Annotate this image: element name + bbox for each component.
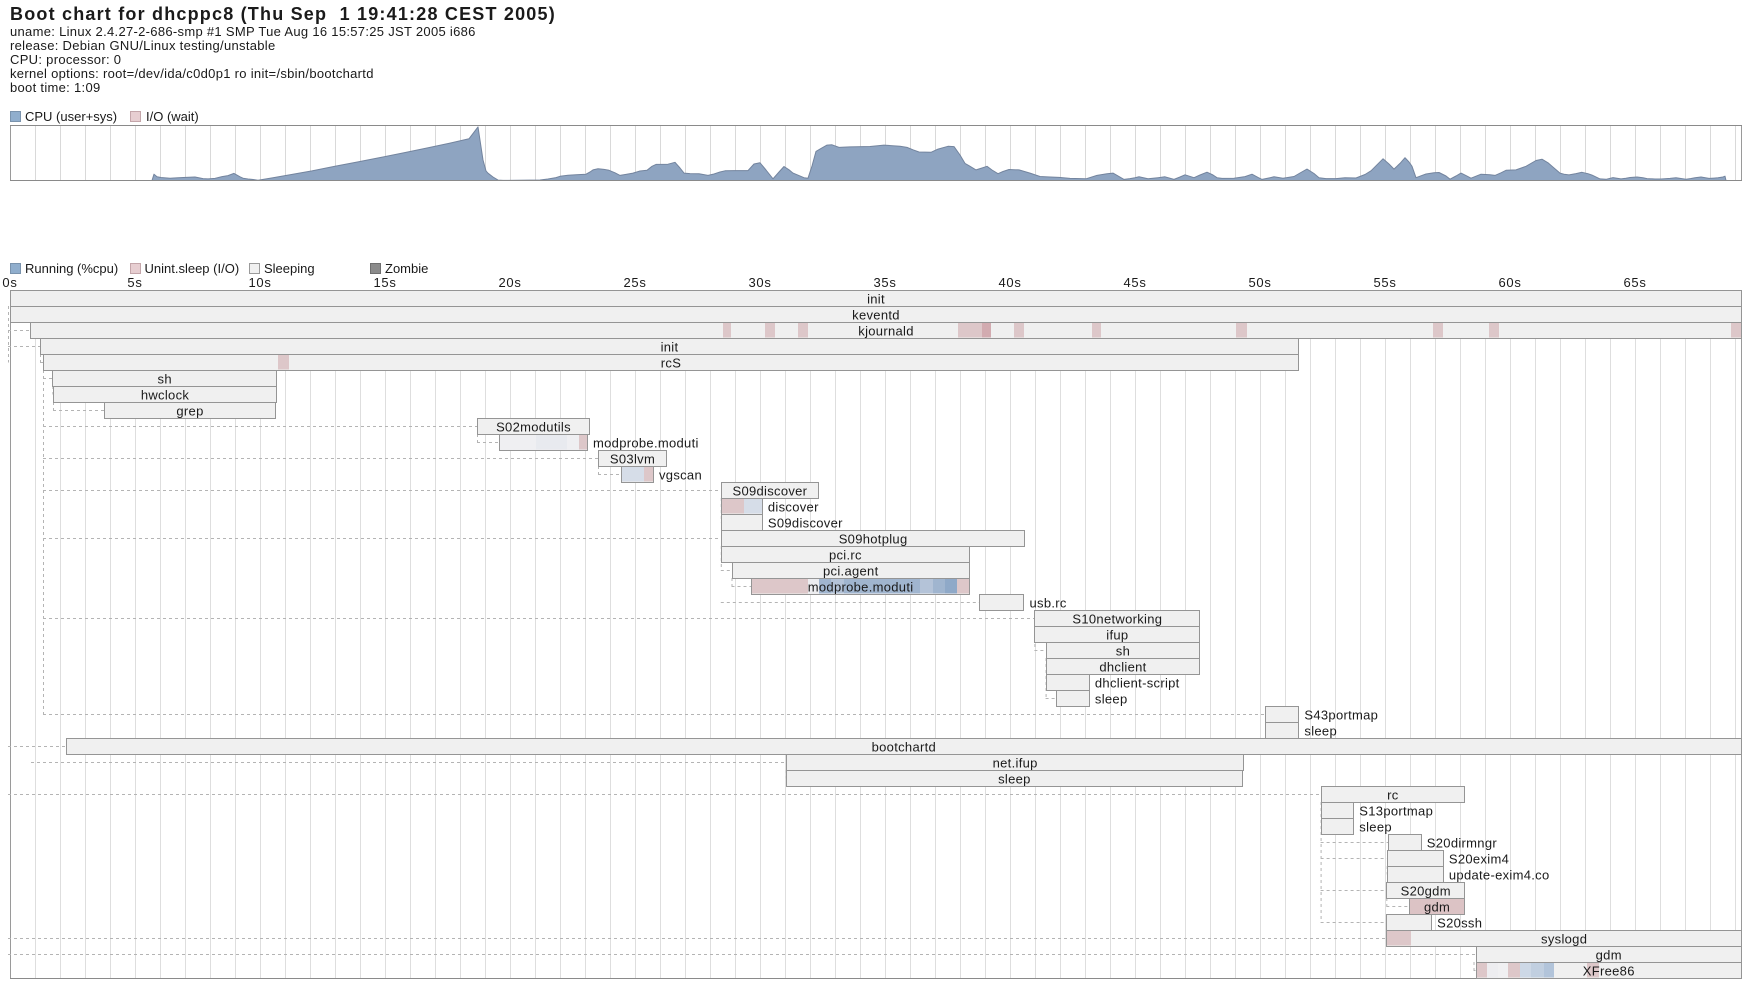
svg-text:S10networking: S10networking bbox=[1072, 612, 1162, 627]
svg-text:10s: 10s bbox=[248, 275, 271, 290]
svg-text:I/O (wait): I/O (wait) bbox=[146, 109, 199, 124]
svg-text:S43portmap: S43portmap bbox=[1304, 708, 1378, 723]
svg-text:sleep: sleep bbox=[998, 772, 1031, 787]
svg-text:S09discover: S09discover bbox=[768, 516, 843, 531]
svg-text:update-exim4.co: update-exim4.co bbox=[1449, 868, 1550, 883]
svg-text:S20ssh: S20ssh bbox=[1437, 916, 1482, 931]
svg-text:60s: 60s bbox=[1498, 275, 1521, 290]
svg-text:sleep: sleep bbox=[1304, 724, 1337, 739]
svg-text:grep: grep bbox=[176, 404, 203, 419]
svg-text:hwclock: hwclock bbox=[141, 388, 190, 403]
svg-text:Zombie: Zombie bbox=[385, 261, 428, 276]
svg-text:rcS: rcS bbox=[661, 356, 681, 371]
svg-text:Running (%cpu): Running (%cpu) bbox=[25, 261, 118, 276]
svg-text:gdm: gdm bbox=[1596, 948, 1622, 963]
svg-text:dhclient: dhclient bbox=[1099, 660, 1146, 675]
svg-text:CPU: processor: 0: CPU: processor: 0 bbox=[10, 52, 121, 67]
svg-text:pci.agent: pci.agent bbox=[823, 564, 879, 579]
svg-text:S03lvm: S03lvm bbox=[610, 452, 655, 467]
svg-text:S13portmap: S13portmap bbox=[1359, 804, 1433, 819]
svg-text:S09discover: S09discover bbox=[732, 484, 807, 499]
svg-text:kernel options: root=/dev/ida/: kernel options: root=/dev/ida/c0d0p1 ro … bbox=[10, 66, 374, 81]
svg-text:sleep: sleep bbox=[1359, 820, 1392, 835]
svg-text:init: init bbox=[867, 292, 885, 307]
svg-text:discover: discover bbox=[768, 500, 819, 515]
svg-text:S20gdm: S20gdm bbox=[1401, 884, 1451, 899]
svg-text:syslogd: syslogd bbox=[1541, 932, 1587, 947]
svg-text:45s: 45s bbox=[1123, 275, 1146, 290]
svg-text:20s: 20s bbox=[498, 275, 521, 290]
svg-text:uname: Linux 2.4.27-2-686-smp: uname: Linux 2.4.27-2-686-smp #1 SMP Tue… bbox=[10, 24, 476, 39]
svg-text:Boot chart for dhcppc8 (Thu Se: Boot chart for dhcppc8 (Thu Sep 1 19:41:… bbox=[10, 4, 556, 24]
svg-text:keventd: keventd bbox=[852, 308, 900, 323]
svg-text:65s: 65s bbox=[1623, 275, 1646, 290]
svg-text:5s: 5s bbox=[127, 275, 142, 290]
svg-text:CPU (user+sys): CPU (user+sys) bbox=[25, 109, 117, 124]
svg-text:0s: 0s bbox=[2, 275, 17, 290]
svg-text:30s: 30s bbox=[748, 275, 771, 290]
svg-text:sh: sh bbox=[1116, 644, 1130, 659]
svg-text:boot time: 1:09: boot time: 1:09 bbox=[10, 80, 101, 95]
svg-text:50s: 50s bbox=[1248, 275, 1271, 290]
svg-text:S20dirmngr: S20dirmngr bbox=[1427, 836, 1498, 851]
svg-text:vgscan: vgscan bbox=[659, 468, 702, 483]
svg-text:Unint.sleep (I/O): Unint.sleep (I/O) bbox=[145, 261, 240, 276]
svg-text:XFree86: XFree86 bbox=[1583, 964, 1635, 979]
svg-text:net.ifup: net.ifup bbox=[993, 756, 1038, 771]
svg-text:kjournald: kjournald bbox=[858, 324, 913, 339]
svg-text:bootchartd: bootchartd bbox=[872, 740, 936, 755]
svg-text:sleep: sleep bbox=[1095, 692, 1128, 707]
svg-text:25s: 25s bbox=[623, 275, 646, 290]
svg-text:release: Debian GNU/Linux test: release: Debian GNU/Linux testing/unstab… bbox=[10, 38, 276, 53]
svg-text:35s: 35s bbox=[873, 275, 896, 290]
svg-text:usb.rc: usb.rc bbox=[1030, 596, 1067, 611]
svg-text:S09hotplug: S09hotplug bbox=[839, 532, 908, 547]
svg-text:modprobe.moduti: modprobe.moduti bbox=[808, 580, 914, 595]
svg-text:modprobe.moduti: modprobe.moduti bbox=[593, 436, 699, 451]
svg-text:dhclient-script: dhclient-script bbox=[1095, 676, 1180, 691]
svg-text:sh: sh bbox=[158, 372, 172, 387]
svg-text:rc: rc bbox=[1387, 788, 1399, 803]
svg-text:Sleeping: Sleeping bbox=[264, 261, 315, 276]
svg-text:S02modutils: S02modutils bbox=[496, 420, 571, 435]
svg-text:15s: 15s bbox=[373, 275, 396, 290]
svg-text:init: init bbox=[661, 340, 679, 355]
svg-text:S20exim4: S20exim4 bbox=[1449, 852, 1509, 867]
svg-text:55s: 55s bbox=[1373, 275, 1396, 290]
svg-text:gdm: gdm bbox=[1424, 900, 1450, 915]
svg-text:40s: 40s bbox=[998, 275, 1021, 290]
svg-text:pci.rc: pci.rc bbox=[829, 548, 862, 563]
svg-text:ifup: ifup bbox=[1106, 628, 1128, 643]
